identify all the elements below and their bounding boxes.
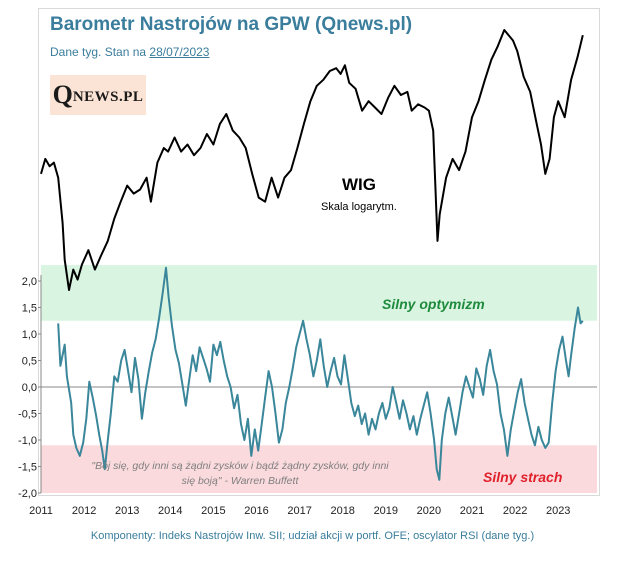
- x-tick-label: 2011: [29, 505, 53, 517]
- y-tick-label: 0,5: [22, 356, 37, 368]
- x-tick-label: 2018: [330, 505, 354, 517]
- x-tick-label: 2013: [115, 505, 139, 517]
- x-tick-label: 2019: [374, 505, 398, 517]
- wig-scale-label: Skala logarytm.: [321, 201, 397, 213]
- buffett-quote: "Bój się, gdy inni są żądni zysków i bąd…: [91, 460, 389, 487]
- wig-series-line: [40, 29, 584, 291]
- optimism-label: Silny optymizm: [382, 296, 485, 312]
- logo-q: Q: [52, 80, 73, 109]
- logo-text: NEWS.PL: [72, 88, 144, 105]
- x-tick-label: 2022: [503, 505, 527, 517]
- x-tick-label: 2012: [72, 505, 96, 517]
- y-tick-label: -1,5: [18, 462, 37, 474]
- subtitle-prefix: Dane tyg. Stan na: [50, 45, 150, 59]
- y-tick-label: 0,0: [22, 382, 37, 394]
- wig-label: WIG: [342, 175, 376, 194]
- barometer-series-line: [57, 266, 584, 481]
- y-tick-label: -2,0: [18, 488, 37, 500]
- y-tick-label: 1,0: [22, 329, 37, 341]
- x-tick-label: 2021: [460, 505, 484, 517]
- components-footer: Komponenty: Indeks Nastrojów Inw. SII; u…: [90, 530, 535, 542]
- chart-title: Barometr Nastrojów na GPW (Qnews.pl): [50, 14, 413, 35]
- optimism-band: [41, 265, 597, 321]
- chart-subtitle: Dane tyg. Stan na 28/07/2023: [50, 45, 209, 59]
- x-tick-label: 2017: [287, 505, 311, 517]
- subtitle-date[interactable]: 28/07/2023: [149, 45, 210, 59]
- axes: 2,0 1,5 1,0 0,5 0,0 -0,5 -1,0 -1,5 -2,0 2011 2012 2…: [18, 275, 597, 517]
- x-tick-label: 2016: [244, 505, 268, 517]
- x-tick-label: 2014: [158, 505, 182, 517]
- y-tick-label: 1,5: [22, 303, 37, 315]
- qnews-logo[interactable]: Q NEWS.PL: [50, 75, 146, 115]
- x-tick-label: 2015: [201, 505, 225, 517]
- x-tick-label: 2020: [417, 505, 441, 517]
- fear-band: [41, 445, 597, 493]
- y-tick-label: -0,5: [18, 409, 37, 421]
- y-tick-label: -1,0: [18, 435, 37, 447]
- y-tick-label: 2,0: [22, 276, 37, 288]
- x-tick-label: 2023: [546, 505, 570, 517]
- fear-label: Silny strach: [483, 469, 563, 485]
